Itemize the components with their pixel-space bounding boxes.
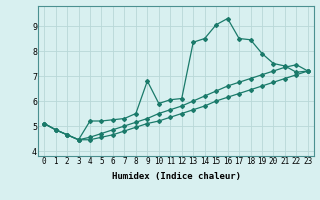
X-axis label: Humidex (Indice chaleur): Humidex (Indice chaleur) (111, 172, 241, 181)
